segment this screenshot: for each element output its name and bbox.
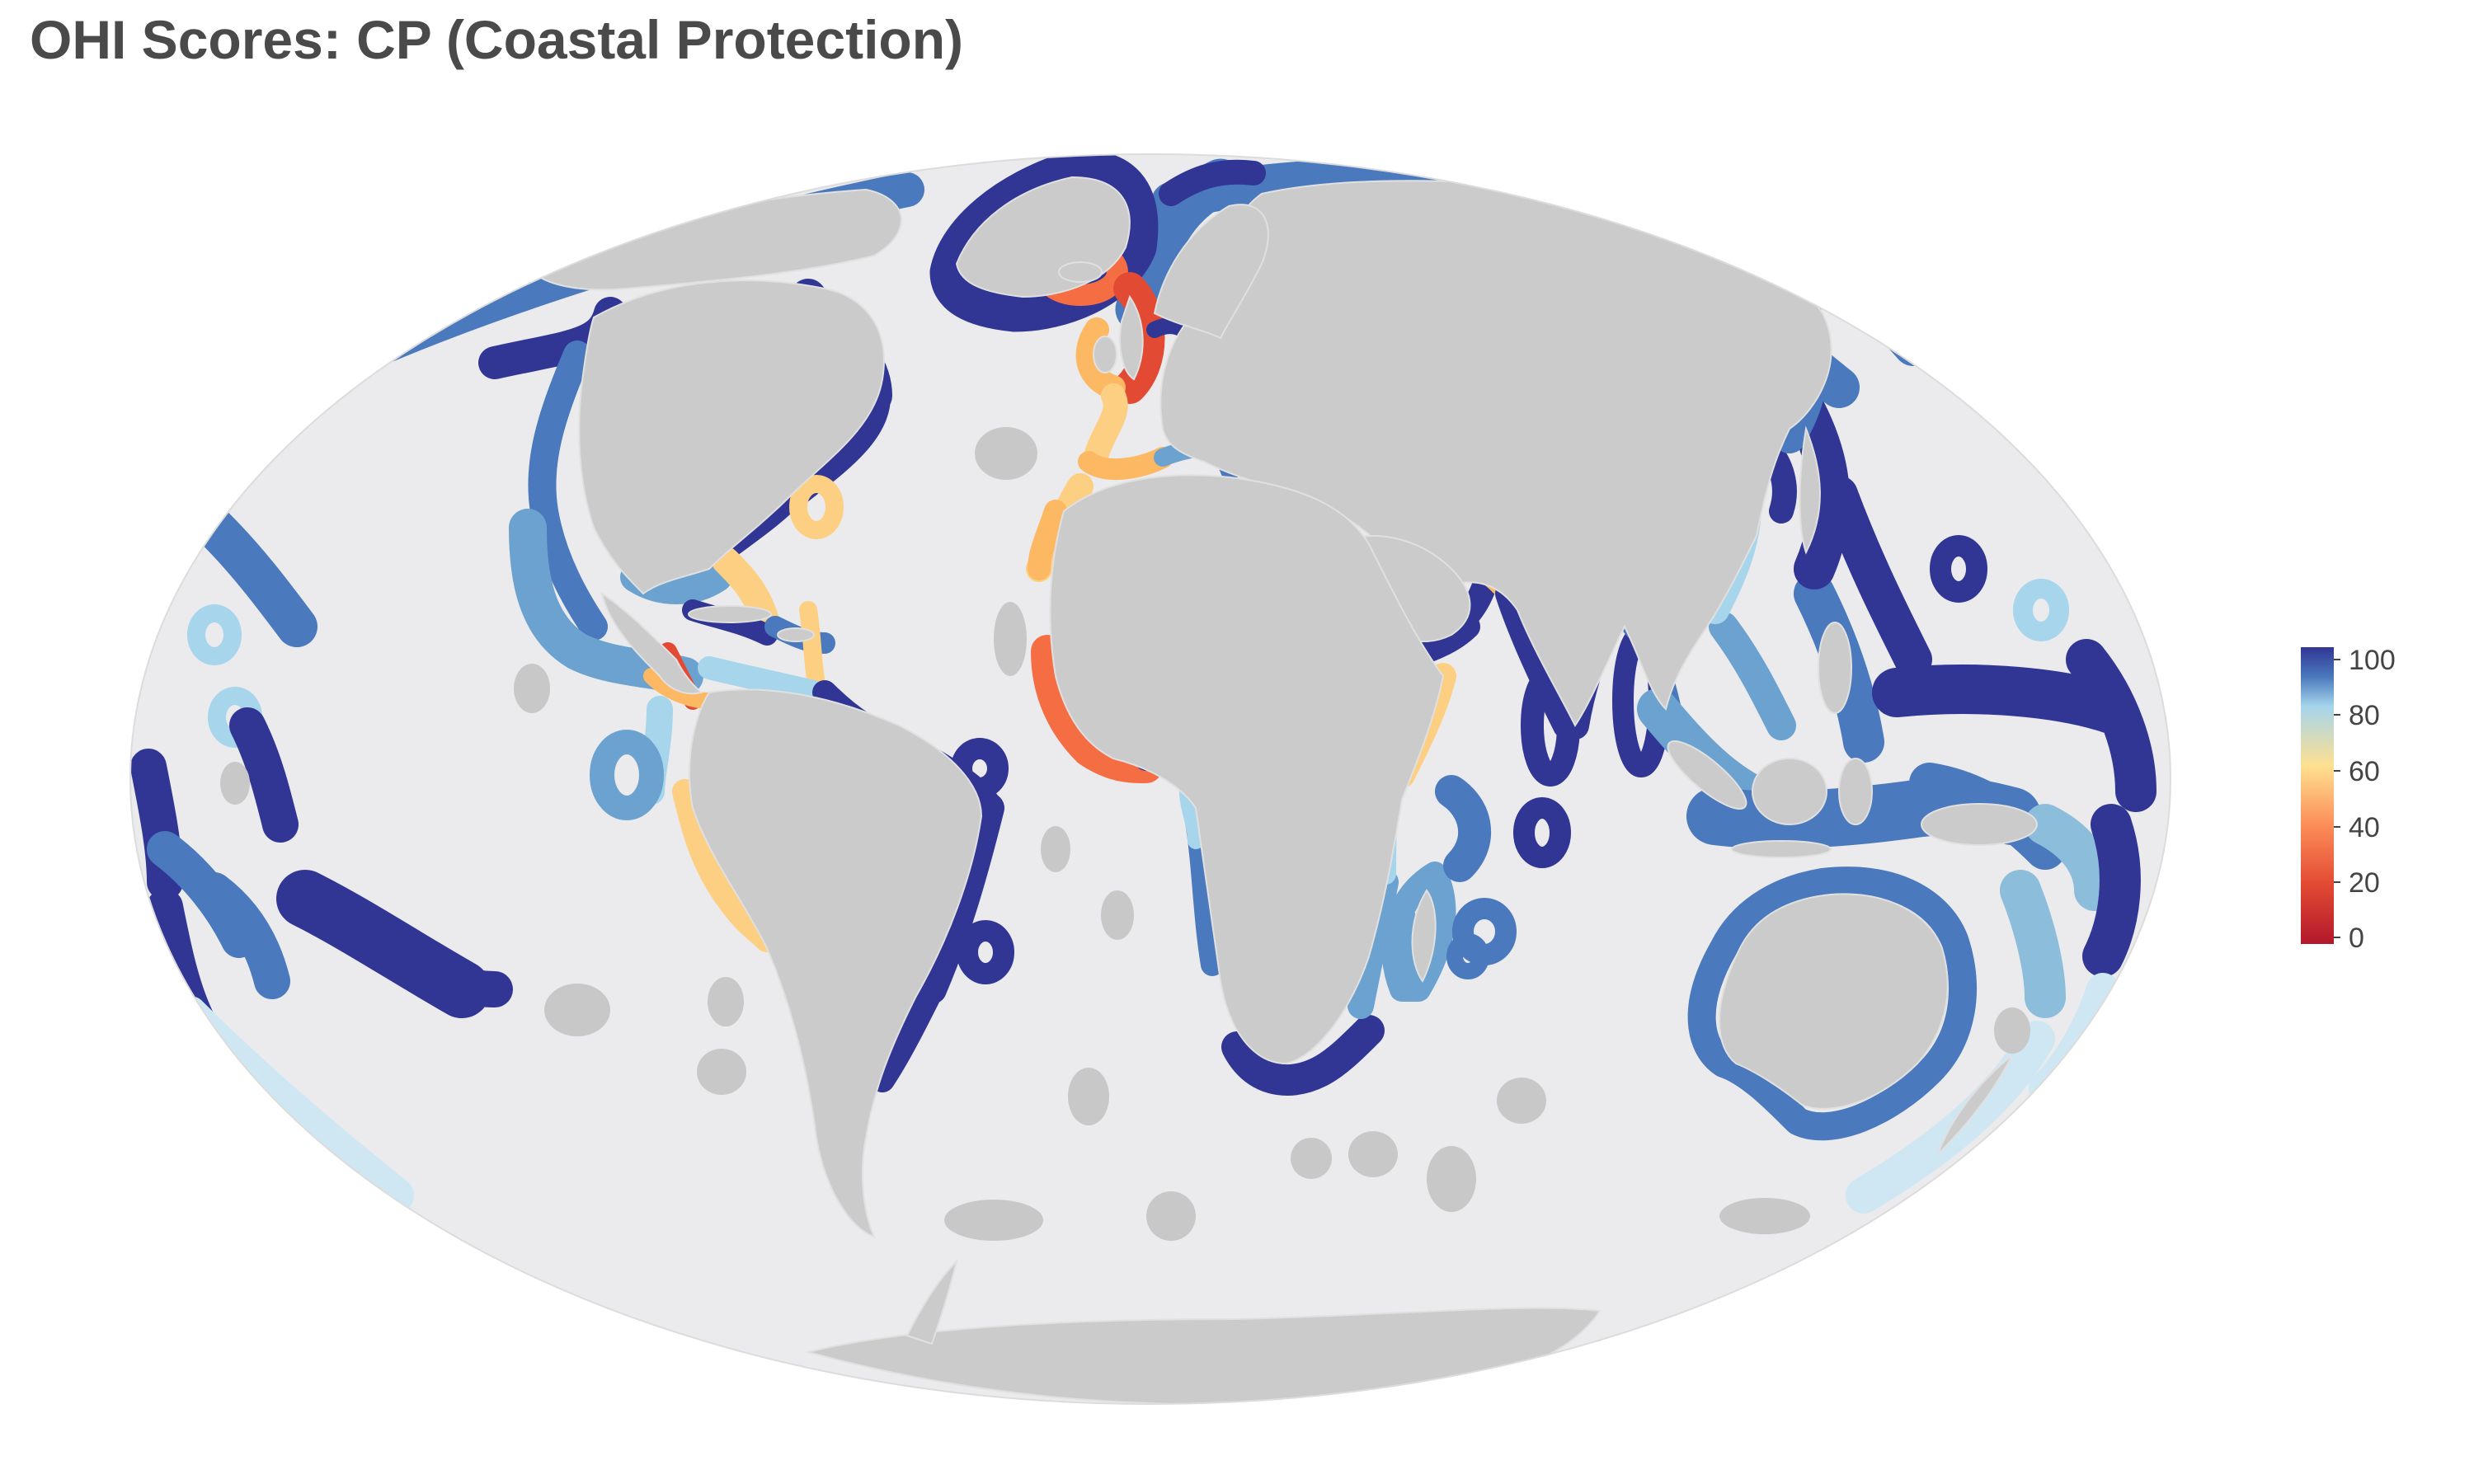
eez-brazil-island[interactable] <box>951 738 1009 799</box>
eez-marshall[interactable] <box>2066 639 2157 812</box>
eez-iberia[interactable] <box>1078 447 1174 481</box>
legend-tick-100: 100 <box>2349 647 2396 676</box>
eez-south-china-sea[interactable] <box>1709 612 1796 740</box>
land-africa[interactable] <box>1049 474 1445 1065</box>
region-heard[interactable] <box>1146 1191 1196 1241</box>
eez-johnston[interactable] <box>187 604 242 665</box>
eez-south-africa[interactable] <box>1221 1015 1385 1096</box>
eez-seychelles[interactable] <box>1435 775 1491 882</box>
eez-trindade[interactable] <box>957 920 1014 984</box>
region-ascension[interactable] <box>1101 890 1134 940</box>
land-central-america[interactable] <box>600 591 703 695</box>
eez-kiribati-line[interactable] <box>229 707 299 843</box>
land-masses <box>526 176 2038 1405</box>
eez-svalbard[interactable] <box>1159 159 1266 206</box>
region-kerguelen[interactable] <box>1497 1078 1546 1124</box>
land-great-britain[interactable] <box>1119 294 1144 381</box>
eez-hawaii[interactable] <box>194 507 317 647</box>
eez-greenland[interactable] <box>929 154 1159 332</box>
region-tasmania-south[interactable] <box>1994 1007 2030 1054</box>
eez-colombia-carib[interactable] <box>698 656 828 704</box>
land-java[interactable] <box>1731 840 1832 858</box>
land-sulawesi[interactable] <box>1838 758 1873 825</box>
legend-tick-40: 40 <box>2349 812 2380 843</box>
eez-australia[interactable] <box>1687 866 1977 1141</box>
region-prince-edward[interactable] <box>944 1200 1043 1241</box>
color-legend: 100 80 60 40 20 0 <box>2301 647 2396 954</box>
land-antarctic-peninsula[interactable] <box>905 1258 958 1345</box>
eez-lesser-antilles[interactable] <box>799 601 825 693</box>
eez-france-bay[interactable] <box>1084 383 1128 466</box>
region-st-helena[interactable] <box>708 977 744 1026</box>
eez-west-africa[interactable] <box>1031 635 1163 783</box>
region-peter-island[interactable] <box>220 762 250 805</box>
eez-fiji[interactable] <box>2082 804 2141 977</box>
land-sumatra[interactable] <box>1659 732 1754 819</box>
region-tristan[interactable] <box>1291 1138 1332 1179</box>
region-azores[interactable] <box>975 427 1037 480</box>
eez-brazil-south[interactable] <box>870 977 944 1092</box>
eez-galapagos[interactable] <box>590 730 664 820</box>
eez-vanuatu[interactable] <box>2000 870 2066 1018</box>
eez-bermuda[interactable] <box>789 475 844 539</box>
land-new-zealand[interactable] <box>1937 1054 2013 1155</box>
region-canary[interactable] <box>994 602 1027 676</box>
eez-solomon[interactable] <box>2025 804 2115 911</box>
eez-northern-mariana[interactable] <box>1930 535 1987 603</box>
eez-brazil-east[interactable] <box>917 793 1004 1004</box>
land-madagascar[interactable] <box>1411 889 1437 983</box>
eez-west-pacific[interactable] <box>1820 476 1932 679</box>
eez-peru[interactable] <box>672 779 779 952</box>
region-south-georgia[interactable] <box>1068 1068 1109 1125</box>
eez-wake[interactable] <box>2013 579 2069 641</box>
land-south-america[interactable] <box>689 688 983 1238</box>
no-data-regions <box>220 427 2030 1241</box>
legend-tick-60: 60 <box>2349 756 2380 787</box>
region-easter[interactable] <box>697 1049 746 1095</box>
region-clipperton[interactable] <box>514 664 550 713</box>
region-bouvet[interactable] <box>1348 1131 1398 1177</box>
eez-pitcairn[interactable] <box>394 946 513 1007</box>
eez-madagascar[interactable] <box>1381 862 1456 1002</box>
land-antarctica[interactable] <box>805 1307 1602 1405</box>
land-scandinavia[interactable] <box>1153 204 1269 340</box>
map-title: OHI Scores: CP (Coastal Protection) <box>30 9 964 70</box>
legend-colorbar <box>2301 647 2334 944</box>
eez-micronesia[interactable] <box>1872 665 2136 734</box>
legend-tick-80: 80 <box>2349 700 2380 731</box>
eez-western-sahara[interactable] <box>1028 500 1067 580</box>
region-crozet[interactable] <box>1427 1146 1476 1212</box>
land-ireland[interactable] <box>1093 336 1117 373</box>
region-macquarie[interactable] <box>1719 1198 1810 1234</box>
eez-cook-islands[interactable] <box>196 872 290 999</box>
land-philippines[interactable] <box>1818 622 1852 714</box>
land-cuba[interactable] <box>688 605 772 623</box>
region-sao-tome[interactable] <box>1041 826 1070 872</box>
legend-ticks <box>2334 659 2340 938</box>
eez-chagos[interactable] <box>1513 797 1571 868</box>
legend-tick-20: 20 <box>2349 867 2380 899</box>
land-australia[interactable] <box>1719 893 1949 1110</box>
land-borneo[interactable] <box>1752 758 1827 825</box>
eez-uk[interactable] <box>1113 272 1165 404</box>
eez-ireland[interactable] <box>1075 317 1126 400</box>
land-japan[interactable] <box>1799 425 1821 555</box>
land-new-guinea[interactable] <box>1921 803 2038 846</box>
land-hispaniola[interactable] <box>777 627 815 642</box>
globe-outline <box>129 153 2171 1405</box>
eez-us-west[interactable] <box>528 340 608 641</box>
eez-reunion[interactable] <box>1446 933 1489 979</box>
legend-tick-0: 0 <box>2349 923 2364 954</box>
region-falklands[interactable] <box>544 984 610 1036</box>
land-iceland[interactable] <box>1058 261 1103 283</box>
land-north-america[interactable] <box>578 279 885 595</box>
